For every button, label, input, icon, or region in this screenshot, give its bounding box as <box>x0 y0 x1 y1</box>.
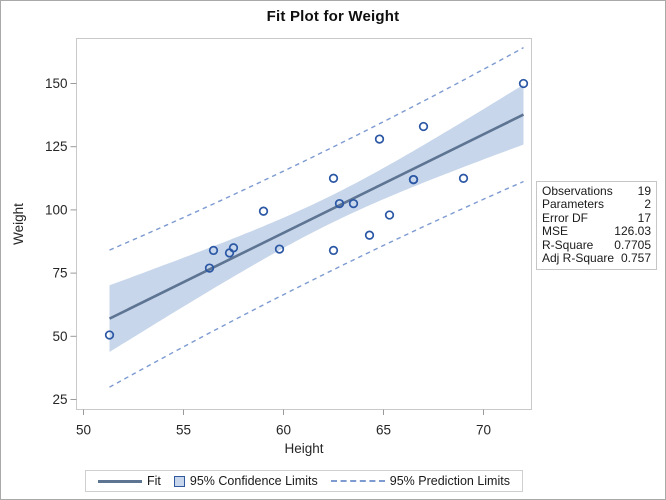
stats-row: Error DF 17 <box>542 210 651 225</box>
legend-label-fit: Fit <box>147 474 161 488</box>
data-point-marker <box>418 121 429 132</box>
y-axis-label: Weight <box>11 203 26 245</box>
data-point-marker <box>274 244 285 254</box>
stats-label: Observations <box>542 184 613 198</box>
x-axis-label: Height <box>284 441 323 456</box>
data-point-marker <box>334 198 345 209</box>
data-point-marker <box>374 134 385 144</box>
prediction-line-swatch-icon <box>330 480 385 482</box>
data-point-marker <box>384 210 395 220</box>
legend-label-confidence: 95% Confidence Limits <box>189 474 318 488</box>
data-point-marker <box>204 263 215 273</box>
x-tick-label: 65 <box>376 423 391 438</box>
stats-row: Parameters 2 <box>542 197 651 212</box>
data-point-marker <box>104 330 115 340</box>
data-point-marker <box>518 78 529 89</box>
fit-line <box>108 113 525 320</box>
stats-value: 0.757 <box>620 251 651 266</box>
x-tick-label: 60 <box>276 423 291 438</box>
stats-value: 17 <box>637 210 651 225</box>
stats-value: 0.7705 <box>614 237 651 252</box>
stats-label: Error DF <box>542 210 588 225</box>
stats-table: Observations 19 Parameters 2 Error DF 17 MSE 12… <box>536 181 657 271</box>
y-tick-label: 100 <box>45 202 68 217</box>
stats-label: R-Square <box>542 237 594 252</box>
stats-row: Observations 19 <box>542 184 651 198</box>
data-point-marker <box>458 173 469 183</box>
legend: Fit 95% Confidence Limits 95% Prediction… <box>85 470 523 492</box>
stats-row: Adj R-Square 0.757 <box>542 251 651 266</box>
data-point-marker <box>408 174 419 185</box>
y-tick-label: 125 <box>45 139 68 154</box>
data-point-marker <box>328 245 339 256</box>
stats-value: 2 <box>644 197 651 212</box>
stats-row: R-Square 0.7705 <box>542 237 651 252</box>
data-point-marker <box>258 206 269 216</box>
data-point-marker <box>328 173 339 183</box>
legend-item-confidence: 95% Confidence Limits <box>173 474 318 488</box>
legend-label-prediction: 95% Prediction Limits <box>389 474 510 488</box>
confidence-band <box>109 84 524 352</box>
chart-title: Fit Plot for Weight <box>266 8 400 25</box>
stats-label: Adj R-Square <box>542 251 615 266</box>
x-tick-label: 70 <box>476 423 491 438</box>
legend-item-prediction: 95% Prediction Limits <box>330 474 510 488</box>
data-point-marker <box>208 245 219 256</box>
x-tick-label: 50 <box>76 423 91 438</box>
data-point-marker <box>348 198 359 209</box>
y-tick-label: 50 <box>52 329 67 344</box>
stats-label: MSE <box>542 224 569 239</box>
stats-value: 126.03 <box>614 224 651 239</box>
data-point-marker <box>364 230 375 240</box>
fit-line-swatch-icon <box>98 479 143 483</box>
legend-item-fit: Fit <box>98 474 161 488</box>
stats-row: MSE 126.03 <box>542 224 651 239</box>
y-tick-label: 25 <box>52 392 67 407</box>
data-point-marker <box>228 243 239 253</box>
x-tick-label: 55 <box>176 423 191 438</box>
confidence-band-swatch-icon <box>173 475 185 487</box>
prediction-limit-lower <box>109 180 524 388</box>
prediction-limit-upper <box>109 46 524 251</box>
y-tick-label: 150 <box>45 76 68 91</box>
stats-label: Parameters <box>542 197 605 212</box>
y-tick-label: 75 <box>52 266 67 281</box>
stats-value: 19 <box>637 184 651 198</box>
